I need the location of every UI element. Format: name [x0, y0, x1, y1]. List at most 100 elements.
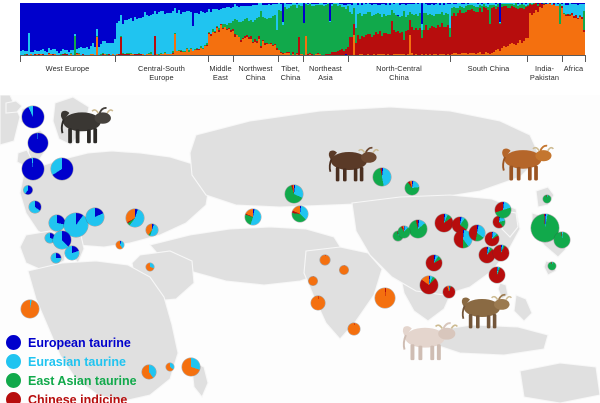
admixture-ancestry-segment	[388, 33, 392, 55]
admixture-ancestry-segment	[172, 53, 175, 54]
admixture-ancestry-segment	[130, 52, 133, 54]
admixture-ancestry-segment	[240, 3, 243, 7]
admixture-ancestry-segment	[334, 52, 338, 55]
admixture-ancestry-segment	[446, 4, 450, 14]
admixture-ancestry-segment	[356, 3, 360, 5]
admixture-individual-column	[22, 3, 25, 55]
admixture-individual-column	[474, 3, 478, 55]
admixture-individual-column	[460, 3, 464, 55]
admixture-individual-column	[224, 3, 227, 55]
admixture-ancestry-segment	[158, 54, 161, 55]
admixture-individual-column	[448, 3, 452, 55]
admixture-ancestry-segment	[40, 3, 43, 50]
admixture-ancestry-segment	[296, 7, 300, 54]
admixture-ancestry-segment	[410, 3, 414, 15]
admixture-ancestry-segment	[488, 24, 492, 55]
admixture-ancestry-segment	[468, 4, 472, 11]
admixture-ancestry-segment	[274, 44, 278, 55]
admixture-individual-column	[570, 3, 574, 55]
admixture-individual-column	[452, 3, 456, 55]
admixture-ancestry-segment	[536, 3, 540, 5]
admixture-ancestry-segment	[256, 41, 259, 44]
admixture-ancestry-segment	[284, 3, 288, 7]
admixture-ancestry-segment	[314, 54, 318, 55]
admixture-individual-column	[392, 3, 396, 55]
admixture-individual-column	[208, 3, 211, 55]
admixture-ancestry-segment	[402, 3, 406, 11]
admixture-individual-column	[262, 3, 266, 55]
admixture-ancestry-segment	[558, 3, 562, 5]
admixture-ancestry-segment	[252, 5, 255, 22]
admixture-ancestry-segment	[198, 3, 201, 14]
population-label-line: Pakistan	[529, 73, 560, 83]
pie-japan-hokkaido	[543, 195, 551, 203]
admixture-ancestry-segment	[162, 11, 165, 54]
admixture-ancestry-segment	[464, 3, 468, 6]
pie-africa-west	[21, 300, 39, 318]
admixture-ancestry-segment	[122, 23, 125, 54]
admixture-ancestry-segment	[520, 43, 524, 55]
admixture-ancestry-segment	[304, 36, 308, 55]
admixture-ancestry-segment	[474, 6, 478, 12]
admixture-individual-column	[366, 3, 370, 55]
admixture-ancestry-segment	[164, 13, 167, 52]
admixture-ancestry-segment	[246, 5, 249, 19]
admixture-ancestry-segment	[428, 54, 432, 55]
admixture-individual-column	[200, 3, 203, 55]
admixture-ancestry-segment	[546, 3, 550, 5]
admixture-ancestry-segment	[410, 3, 414, 4]
admixture-ancestry-segment	[424, 3, 428, 4]
population-label-line: North-Central	[376, 64, 422, 73]
admixture-ancestry-segment	[574, 17, 578, 55]
admixture-individual-column	[150, 3, 153, 55]
admixture-individual-column	[510, 3, 514, 55]
admixture-ancestry-segment	[284, 52, 288, 54]
admixture-individual-column	[290, 3, 294, 55]
admixture-ancestry-segment	[314, 5, 318, 55]
admixture-ancestry-segment	[248, 37, 251, 40]
admixture-individual-column	[42, 3, 45, 55]
admixture-ancestry-segment	[256, 5, 259, 19]
admixture-ancestry-segment	[134, 17, 137, 54]
admixture-ancestry-segment	[136, 3, 139, 20]
admixture-ancestry-segment	[200, 47, 203, 55]
pie-tamil-nadu	[348, 323, 360, 335]
admixture-ancestry-segment	[412, 29, 416, 55]
admixture-ancestry-segment	[104, 53, 107, 55]
admixture-ancestry-segment	[60, 50, 63, 55]
admixture-ancestry-segment	[316, 5, 320, 54]
admixture-ancestry-segment	[372, 3, 376, 4]
admixture-individual-column	[244, 3, 247, 55]
admixture-ancestry-segment	[328, 20, 332, 22]
admixture-individual-column	[454, 3, 458, 55]
legend-row-3: Chinese indicine	[6, 390, 137, 403]
admixture-ancestry-segment	[454, 7, 458, 16]
admixture-ancestry-segment	[324, 3, 328, 4]
admixture-individual-column	[196, 3, 199, 55]
admixture-ancestry-segment	[362, 3, 366, 14]
admixture-ancestry-segment	[262, 40, 266, 41]
pie-brittany	[23, 185, 33, 195]
admixture-ancestry-segment	[232, 6, 235, 22]
admixture-individual-column	[268, 3, 272, 55]
admixture-individual-column	[242, 3, 245, 55]
admixture-individual-column	[68, 3, 71, 55]
admixture-ancestry-segment	[386, 54, 390, 55]
admixture-ancestry-segment	[90, 54, 93, 55]
admixture-ancestry-segment	[188, 3, 191, 11]
admixture-ancestry-segment	[262, 40, 266, 55]
admixture-ancestry-segment	[132, 20, 135, 54]
admixture-ancestry-segment	[518, 3, 522, 6]
admixture-individual-column	[198, 3, 201, 55]
admixture-ancestry-segment	[442, 3, 446, 5]
admixture-ancestry-segment	[316, 54, 320, 55]
admixture-individual-column	[102, 3, 105, 55]
admixture-individual-column	[518, 3, 522, 55]
admixture-ancestry-segment	[214, 32, 217, 34]
admixture-ancestry-segment	[390, 9, 394, 21]
admixture-ancestry-segment	[224, 23, 227, 27]
admixture-ancestry-segment	[164, 51, 167, 54]
admixture-axis-tick	[450, 55, 451, 62]
admixture-individual-column	[40, 3, 43, 55]
admixture-ancestry-segment	[310, 3, 314, 4]
